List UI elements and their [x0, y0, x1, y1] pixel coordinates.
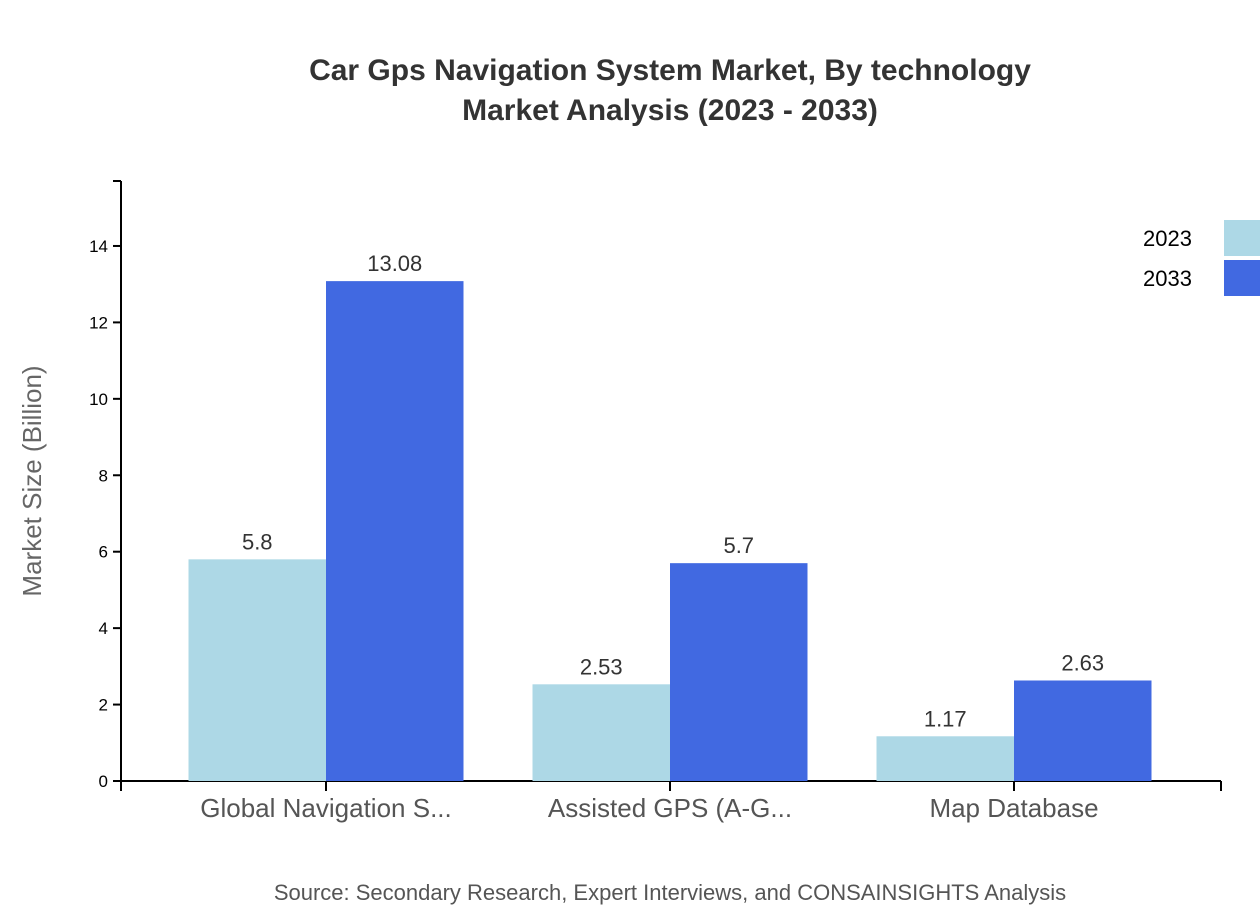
y-axis-label: Market Size (Billion) [17, 365, 47, 596]
data-label: 5.7 [723, 533, 754, 558]
bar-2033-0 [326, 281, 464, 781]
data-label: 13.08 [367, 251, 422, 276]
data-label: 2.63 [1061, 650, 1104, 675]
bar-2033-1 [670, 563, 808, 781]
y-tick-label: 8 [99, 466, 108, 485]
legend-swatch-2023 [1224, 220, 1260, 256]
data-label: 1.17 [924, 706, 967, 731]
y-tick-label: 14 [89, 237, 108, 256]
bar-2023-2 [876, 736, 1014, 781]
chart-subtitle: Market Analysis (2023 - 2033) [462, 94, 878, 127]
chart-title: Car Gps Navigation System Market, By tec… [309, 54, 1031, 87]
x-tick-label: Global Navigation S... [200, 793, 451, 823]
data-label: 5.8 [242, 529, 273, 554]
bar-2023-1 [532, 684, 670, 781]
data-label: 2.53 [580, 654, 623, 679]
y-tick-label: 2 [99, 696, 108, 715]
legend-swatch-2033 [1224, 260, 1260, 296]
x-tick-label: Assisted GPS (A-G... [548, 793, 792, 823]
y-tick-label: 6 [99, 543, 108, 562]
y-tick-label: 4 [99, 619, 108, 638]
source-note: Source: Secondary Research, Expert Inter… [274, 880, 1066, 905]
y-tick-label: 10 [89, 390, 108, 409]
x-tick-label: Map Database [929, 793, 1098, 823]
legend-label: 2033 [1143, 266, 1192, 291]
y-tick-label: 0 [99, 772, 108, 791]
bar-2033-2 [1014, 680, 1152, 781]
legend-label: 2023 [1143, 226, 1192, 251]
bar-2023-0 [188, 559, 326, 781]
y-tick-label: 12 [89, 313, 108, 332]
